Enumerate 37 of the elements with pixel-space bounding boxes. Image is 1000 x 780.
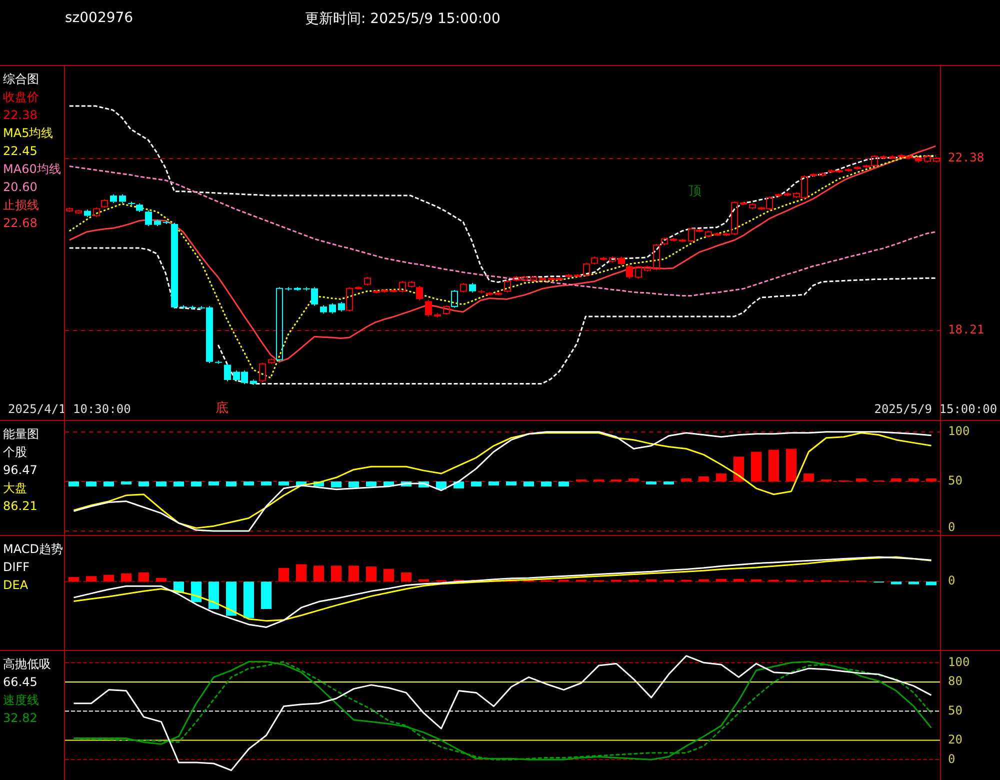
text: 能量图 <box>3 426 39 443</box>
y-tick-label: 22.38 <box>948 150 984 165</box>
text: 22.38 <box>3 107 38 124</box>
text: 86.21 <box>3 498 38 515</box>
y-tick-label: 18.21 <box>948 322 984 337</box>
text: 高抛低吸 <box>3 656 51 673</box>
y-tick-label: 0 <box>948 752 956 766</box>
text: 22.45 <box>3 143 38 160</box>
y-tick-label: 100 <box>948 654 970 669</box>
y-tick-label: 80 <box>948 674 962 688</box>
text: DEA <box>3 577 30 594</box>
text: 大盘 <box>3 480 28 497</box>
text: 20.60 <box>3 179 38 196</box>
annotation: 底 <box>216 400 228 417</box>
text: 综合图 <box>3 71 40 88</box>
y-tick-label: 100 <box>948 424 970 438</box>
text: DIFF <box>3 559 31 576</box>
text: 个股 <box>3 444 28 461</box>
y-tick-label: 50 <box>948 474 962 488</box>
text: 66.45 <box>3 674 38 691</box>
x-tick-label: 2025/5/9 15:00:00 <box>874 402 998 416</box>
text: sz002976 <box>65 10 134 26</box>
text: 32.82 <box>3 710 38 727</box>
y-tick-label: 50 <box>948 703 962 718</box>
y-tick-label: 0 <box>948 520 956 534</box>
text: 速度线 <box>3 692 40 709</box>
text: 收盘价 <box>3 89 40 106</box>
chart-title: MACD趋势 <box>3 541 63 558</box>
text: 96.47 <box>3 462 38 479</box>
y-tick-label: 20 <box>948 732 962 746</box>
x-tick-label: 2025/4/1 10:30:00 <box>8 402 131 416</box>
text: MA5均线 <box>3 125 54 142</box>
text: 22.68 <box>3 215 38 232</box>
series-label: MA60均线 <box>3 161 61 178</box>
text: 更新时间: 2025/5/9 15:00:00 <box>305 10 500 28</box>
annotation: 顶 <box>688 183 702 200</box>
text: 止损线 <box>3 197 40 214</box>
